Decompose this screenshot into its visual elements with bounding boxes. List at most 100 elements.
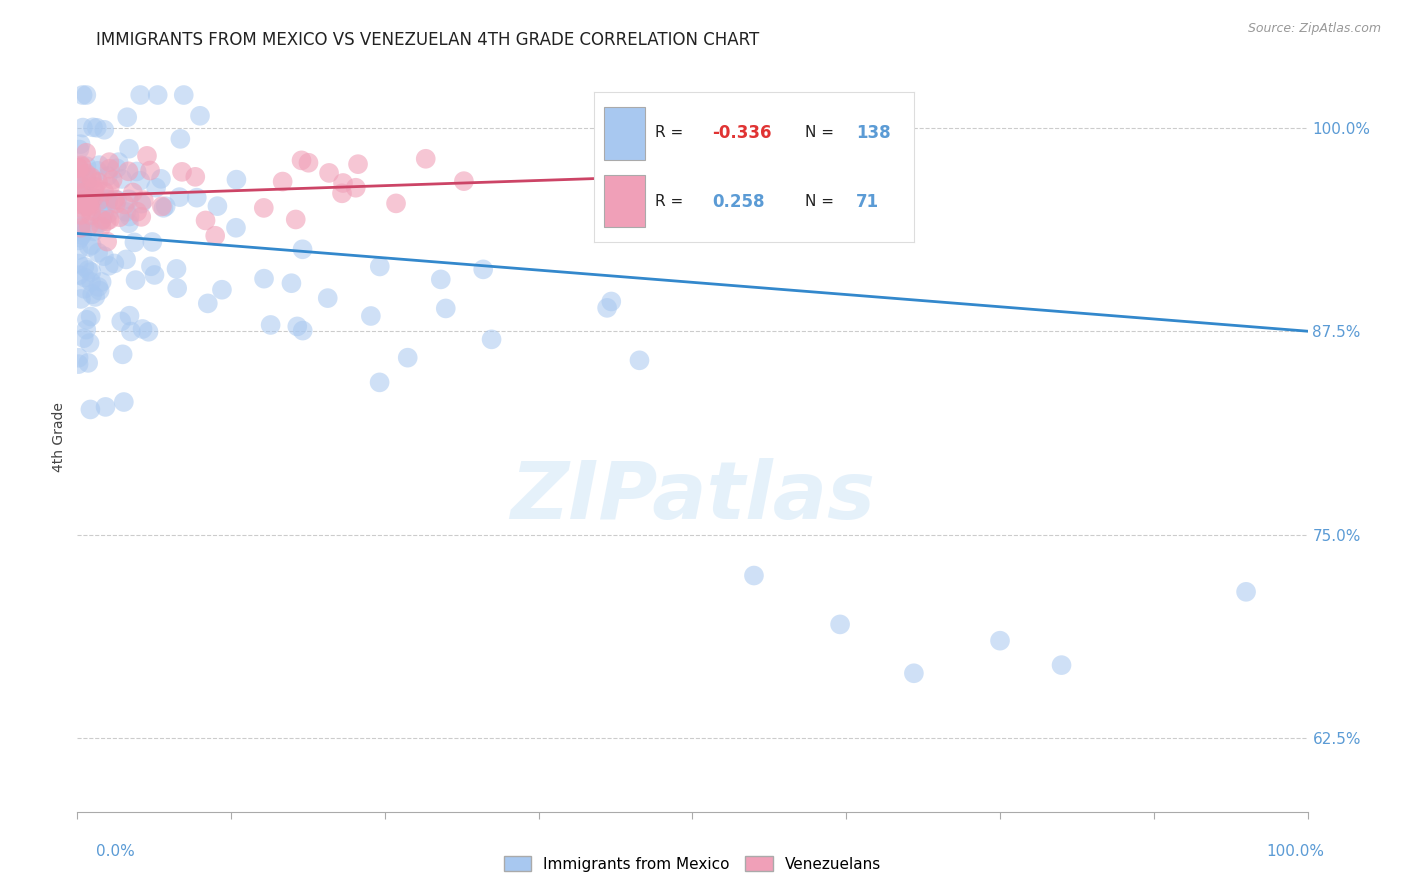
Point [75,167,97,181]
Point [70,158,93,172]
Point [385,196,408,211]
Point [69,190,91,204]
Point [90,275,112,289]
Point [124,235,146,250]
Point [73,282,96,296]
Point [332,176,354,190]
Point [114,197,136,211]
Point [79,402,101,417]
Point [108,210,131,224]
Point [87,280,110,294]
Point [316,291,339,305]
Point [69,220,91,235]
Point [75,88,97,103]
Point [129,210,152,224]
Point [73,260,96,274]
Point [79,194,101,209]
Point [93,249,115,263]
Point [127,204,149,219]
Point [169,190,191,204]
Point [87,192,110,206]
Point [596,301,619,315]
Point [90,213,112,227]
Point [83,191,105,205]
Point [173,88,195,103]
Point [73,181,96,195]
Point [211,283,233,297]
Point [75,145,97,160]
Point [80,170,103,185]
Text: IMMIGRANTS FROM MEXICO VS VENEZUELAN 4TH GRADE CORRELATION CHART: IMMIGRANTS FROM MEXICO VS VENEZUELAN 4TH… [96,31,759,49]
Point [155,199,177,213]
Point [82,120,104,135]
Point [93,122,115,136]
Point [87,245,110,260]
Point [118,309,141,323]
Point [72,88,94,103]
Point [396,351,419,365]
Point [67,268,90,282]
Point [98,179,121,194]
Point [131,322,153,336]
Point [69,201,91,215]
Point [77,219,100,233]
Point [118,210,141,224]
Point [76,313,98,327]
Point [67,197,90,211]
Point [97,194,120,209]
Point [69,137,91,152]
Point [103,256,125,270]
Point [360,309,382,323]
Point [225,220,247,235]
Point [1234,584,1257,599]
Point [110,314,132,328]
Point [290,153,312,168]
Point [150,199,173,213]
Point [988,633,1011,648]
Text: 100.0%: 100.0% [1267,845,1324,859]
Point [67,171,90,186]
Point [285,319,308,334]
Point [69,172,91,186]
Point [87,194,110,208]
Point [104,192,127,206]
Point [89,216,111,230]
Point [93,185,115,199]
Point [197,296,219,310]
Point [330,186,353,201]
Point [67,186,90,200]
Point [75,211,97,226]
Point [117,164,139,178]
Point [69,231,91,245]
Point [225,172,247,186]
Point [344,180,367,194]
Point [72,225,94,239]
Point [204,228,226,243]
Point [73,193,96,207]
Point [70,219,93,234]
Point [124,273,146,287]
Legend: Immigrants from Mexico, Venezuelans: Immigrants from Mexico, Venezuelans [503,855,882,871]
Point [271,175,294,189]
Point [105,193,128,207]
Point [650,175,672,189]
Point [120,325,142,339]
Point [91,212,114,227]
Point [67,178,90,192]
Point [415,152,437,166]
Point [903,666,925,681]
Point [73,195,96,210]
Point [84,290,107,304]
Point [80,275,103,289]
Point [112,395,135,409]
Point [73,270,96,285]
Point [91,200,114,214]
Point [75,199,97,213]
Point [79,336,101,351]
Point [207,199,229,213]
Text: ZIPatlas: ZIPatlas [510,458,875,536]
Point [76,174,98,188]
Point [143,268,166,282]
Point [131,196,153,211]
Point [141,235,163,249]
